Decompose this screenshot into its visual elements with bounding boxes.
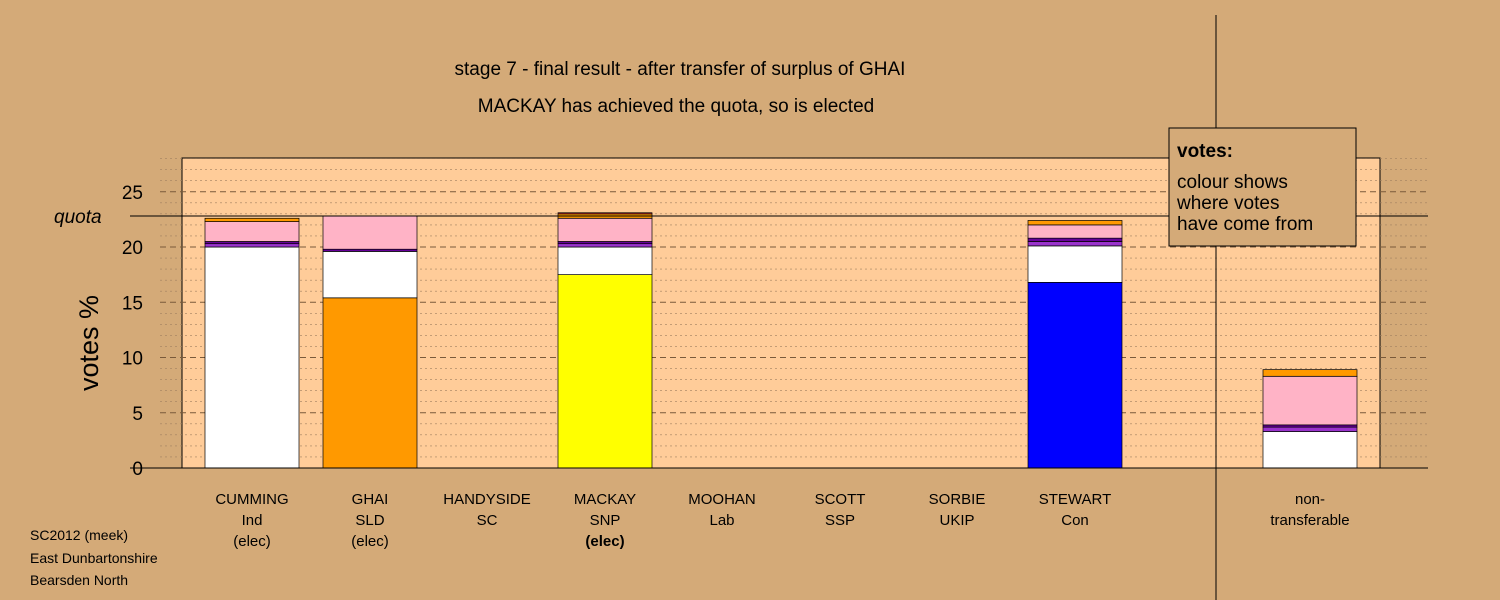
category-label: CUMMING [215,491,288,508]
legend-line-3: have come from [1177,214,1313,235]
title-line-1: stage 7 - final result - after transfer … [455,59,906,80]
category-label: (elec) [351,533,389,550]
x-axis-labels: CUMMING Ind (elec) GHAI SLD (elec) HANDYSIDE SC… [215,491,1349,550]
y-tick-label: 0 [132,459,143,480]
y-tick-label: 25 [122,183,143,204]
bar-segment-ind [1262,431,1358,469]
category-label: SSP [825,512,855,529]
category-label: SLD [355,512,384,529]
category-label: HANDYSIDE [443,491,531,508]
legend-line-1: colour shows [1177,172,1288,193]
bar-segment-ind [204,246,300,469]
category-label: SC [477,512,498,529]
legend-box: votes: colour shows where votes have com… [1168,127,1357,247]
legend-heading: votes: [1177,141,1233,162]
y-tick-label: 10 [122,349,143,370]
bar-segment-lab [1262,375,1358,426]
bar-segment-lab [204,221,300,242]
bar-segment-sc [1027,241,1123,247]
y-tick-label: 15 [122,293,143,314]
category-label: transferable [1270,512,1349,529]
y-tick-label: 20 [122,238,143,259]
category-label: Ind [242,512,263,529]
category-label: SNP [590,512,621,529]
bar-segment-ind [557,246,653,275]
category-label: UKIP [939,512,974,529]
bars [204,212,1358,469]
category-label: MOOHAN [688,491,756,508]
bar-segment-ind [322,251,418,299]
bar-segment-ukip [1027,237,1123,242]
bar-segment-sc [204,243,300,248]
y-axis-label: votes % [74,295,104,391]
source-line-2: East Dunbartonshire [30,550,158,566]
legend-line-2: where votes [1176,193,1279,214]
source-note: SC2012 (meek) East Dunbartonshire Bearsd… [30,527,158,588]
bar-segment-con [1027,282,1123,469]
category-label: (elec) [585,533,624,550]
bar-segment-sld [1262,369,1358,377]
bar-segment-sld [204,217,300,222]
category-label: SCOTT [815,491,866,508]
category-label: Lab [709,512,734,529]
bar-segment-lab [557,217,653,242]
bar-segment-ind [1027,245,1123,283]
bar-segment-ssp [557,212,653,215]
y-tick-label: 5 [132,404,143,425]
bar-segment-lab [322,215,418,250]
quota-label: quota [54,207,102,228]
bar-segment-sld [322,297,418,469]
category-label: Con [1061,512,1089,529]
bar-segment-sc [1262,426,1358,432]
bar-segment-sld [1027,220,1123,226]
bar-segment-sc [557,243,653,248]
category-label: STEWART [1039,491,1112,508]
category-label: (elec) [233,533,271,550]
category-label: SORBIE [929,491,986,508]
source-line-3: Bearsden North [30,572,128,588]
category-label: MACKAY [574,491,636,508]
title-line-2: MACKAY has achieved the quota, so is ele… [478,96,874,117]
chart-title: stage 7 - final result - after transfer … [455,59,906,117]
bar-segment-lab [1027,224,1123,239]
y-axis-ticks: 0 5 10 15 20 25 [122,183,143,480]
category-label: non- [1295,491,1325,508]
source-line-1: SC2012 (meek) [30,527,128,543]
bar-segment-snp [557,274,653,469]
category-label: GHAI [352,491,389,508]
